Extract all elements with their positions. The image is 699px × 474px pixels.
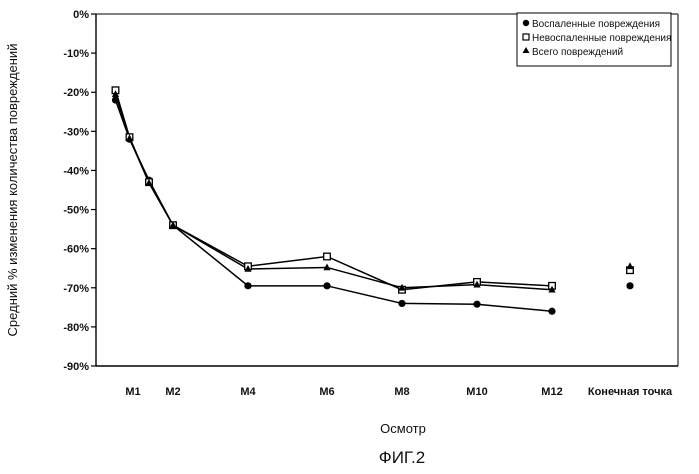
- x-tick-label: M4: [240, 386, 256, 398]
- legend-label-2: Всего повреждений: [532, 47, 623, 58]
- axes: [95, 13, 679, 367]
- legend-marker-triangle: [522, 47, 530, 53]
- y-axis-title: Средний % изменения количества поврежден…: [5, 44, 20, 337]
- x-tick-label: Конечная точка: [588, 386, 673, 398]
- data-point-triangle: [145, 178, 153, 186]
- data-point-triangle: [244, 265, 252, 272]
- data-point-triangle: [169, 221, 177, 228]
- y-tick-label: -60%: [63, 244, 89, 256]
- legend-label-1: Невоспаленные повреждения: [532, 33, 671, 44]
- data-point-triangle: [398, 283, 406, 291]
- y-tick-label: -20%: [63, 87, 89, 99]
- series-line-2: [114, 93, 553, 291]
- y-tick-marks: [91, 13, 96, 367]
- series-line-1: [114, 90, 553, 291]
- x-tick-label: M12: [541, 386, 562, 398]
- legend-label-0: Воспаленные повреждения: [532, 19, 660, 30]
- figure-label: ФИГ.2: [379, 448, 425, 467]
- x-tick-labels: M1 M2 M4 M6 M8 M10 M12 Конечная точка: [125, 386, 673, 398]
- y-tick-labels: 0% -10% -20% -30% -40% -50% -60% -70% -80% -90%: [63, 9, 89, 373]
- series-line-0: [114, 99, 553, 312]
- y-tick-label: -70%: [63, 283, 89, 295]
- x-tick-label: M8: [394, 386, 409, 398]
- data-point-triangle: [111, 90, 120, 97]
- x-tick-label: M10: [466, 386, 487, 398]
- x-tick-label: M2: [165, 386, 180, 398]
- data-point-circle: [473, 300, 481, 308]
- series-lines: [114, 90, 553, 312]
- x-tick-label: M1: [125, 386, 140, 398]
- x-axis-title: Осмотр: [380, 421, 426, 436]
- y-tick-label: -90%: [63, 361, 89, 373]
- series-markers: [111, 86, 634, 315]
- x-tick-label: M6: [319, 386, 334, 398]
- y-tick-label: -80%: [63, 322, 89, 334]
- y-tick-label: -40%: [63, 165, 89, 177]
- data-point-triangle: [548, 285, 556, 293]
- data-point-triangle: [323, 263, 331, 271]
- y-tick-label: -50%: [63, 205, 89, 217]
- data-point-circle: [323, 282, 331, 290]
- legend-marker-square: [522, 33, 530, 41]
- data-point-triangle: [626, 262, 634, 270]
- legend-box: [516, 12, 672, 67]
- y-tick-label: -10%: [63, 48, 89, 60]
- data-point-circle: [626, 282, 634, 290]
- legend-marker-circle: [522, 19, 530, 27]
- data-point-triangle: [125, 134, 134, 142]
- data-point-circle: [548, 307, 556, 315]
- y-tick-label: 0%: [73, 9, 89, 21]
- data-point-circle: [398, 299, 406, 308]
- data-point-square: [323, 252, 331, 261]
- data-point-triangle: [473, 280, 481, 288]
- data-point-circle: [111, 96, 120, 104]
- data-point-circle: [244, 282, 252, 290]
- legend: Воспаленные повреждения Невоспаленные по…: [516, 12, 672, 67]
- y-tick-label: -30%: [63, 126, 89, 138]
